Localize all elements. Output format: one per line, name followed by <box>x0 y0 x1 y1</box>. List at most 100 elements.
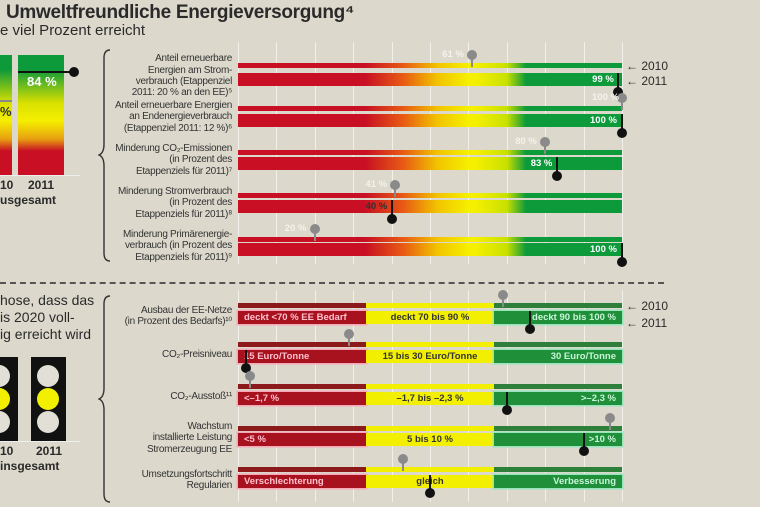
bar-2010-segment <box>238 384 366 389</box>
marker-2011 <box>240 350 251 373</box>
chart-title: Umweltfreundliche Energieversorgung⁴ <box>6 2 355 23</box>
overall-bar-2010 <box>0 55 12 175</box>
overall-2011-value: 84 % <box>27 74 57 89</box>
bar-2011 <box>238 157 622 170</box>
marker-2011 <box>617 114 627 138</box>
marker-2010 <box>497 290 508 307</box>
bar-2011-segment: >10 % <box>494 433 622 446</box>
light-green-off <box>0 411 10 433</box>
light-yellow-on <box>37 388 59 410</box>
value-2011: 83 % <box>530 158 553 169</box>
bar-2010-segment <box>366 384 494 389</box>
row-label: Minderung Primärenergie- verbrauch (in P… <box>123 229 232 263</box>
overall-year-2011: 2011 <box>28 178 55 192</box>
row-label: Anteil erneuerbare Energien am Strom- ve… <box>131 53 233 99</box>
marker-2011 <box>551 157 562 181</box>
forecast-year-2011: 2011 <box>36 444 63 458</box>
marker-2011 <box>386 200 397 224</box>
bar-2011 <box>238 73 622 86</box>
marker-2010 <box>605 413 616 430</box>
marker-2010 <box>617 93 627 110</box>
light-green-off <box>37 411 59 433</box>
bar-2010-segment <box>494 303 622 308</box>
bar-2010-segment <box>494 342 622 347</box>
row-label: CO₂-Preisniveau <box>162 349 232 361</box>
value-2010: 100 % <box>592 92 619 103</box>
value-2011: 100 % <box>590 115 617 126</box>
bar-2010-segment <box>238 303 366 308</box>
marker-2011 <box>617 243 627 267</box>
overall-bar-2011 <box>18 55 64 175</box>
marker-2011 <box>524 311 535 334</box>
legend-2011-bottom: ← 2011 <box>626 316 668 330</box>
row-label: Umsetzungsfortschritt Regularien <box>141 468 233 491</box>
value-2010: 61 % <box>442 49 464 60</box>
bar-2010-segment <box>366 303 494 308</box>
bar-2011-segment: <5 % <box>238 433 366 446</box>
traffic-light-2010 <box>0 357 18 441</box>
marker-2010 <box>309 224 320 241</box>
bar-2011-segment: deckt 70 bis 90 % <box>366 311 494 324</box>
row-label: Anteil erneuerbare Energien an Endenergi… <box>115 100 232 134</box>
light-yellow-on <box>0 388 10 410</box>
bar-2010 <box>238 193 622 198</box>
bar-2010-segment <box>238 426 366 431</box>
value-2010: 20 % <box>284 223 307 234</box>
bar-2011-segment: deckt <70 % EE Bedarf <box>238 311 366 324</box>
bar-2011-segment: 5 bis 10 % <box>366 433 494 446</box>
marker-2011 <box>578 433 589 456</box>
overall-2010-value: % <box>0 104 12 119</box>
bar-2010-segment <box>366 467 494 472</box>
bar-2010-segment <box>366 426 494 431</box>
value-2011: 100 % <box>590 244 617 255</box>
bar-2010-segment <box>366 342 494 347</box>
marker-2011 <box>425 475 435 498</box>
overall-2010-marker <box>0 100 12 102</box>
grid-line <box>622 42 623 264</box>
marker-2010 <box>344 329 355 346</box>
bar-2011 <box>238 114 622 127</box>
light-red-off <box>0 365 10 387</box>
bar-2011 <box>238 243 622 256</box>
bar-2010-segment <box>238 342 366 347</box>
bar-2010 <box>238 150 622 155</box>
overall-2011-dot <box>69 67 79 77</box>
bar-2011-segment: Verbesserung <box>494 475 622 488</box>
legend-2010-bottom: ← 2010 <box>626 299 669 313</box>
value-2010: 41 % <box>365 179 388 190</box>
bar-2011-segment: 15 bis 30 Euro/Tonne <box>366 350 494 363</box>
bar-2011-segment: –1,7 bis –2,3 % <box>366 392 494 405</box>
value-2011: 40 % <box>365 201 388 212</box>
row-label: Wachstum installierte Leistung Stromerze… <box>147 421 232 455</box>
value-2010: 80 % <box>515 136 537 147</box>
marker-2010 <box>390 180 401 197</box>
bar-2011-segment: 15 Euro/Tonne <box>238 350 366 363</box>
overall-2011-marker <box>18 71 74 73</box>
overall-caption: usgesamt <box>0 193 57 207</box>
bar-2011-segment: Verschlechterung <box>238 475 366 488</box>
chart-subtitle: e viel Prozent erreicht <box>0 22 146 39</box>
section-divider <box>0 282 664 284</box>
value-2011: 99 % <box>592 74 614 85</box>
bar-2011-segment: deckt 90 bis 100 % <box>494 311 622 324</box>
bar-2011-segment: <–1,7 % <box>238 392 366 405</box>
row-label: Ausbau der EE-Netze (in Prozent des Beda… <box>124 304 233 327</box>
marker-2010 <box>244 371 255 388</box>
row-label: Minderung CO₂-Emissionen (in Prozent des… <box>115 143 232 177</box>
traffic-light-2011 <box>31 357 66 441</box>
marker-2010 <box>540 137 551 154</box>
bar-2010 <box>238 106 622 111</box>
overall-year-2010: 10 <box>0 178 14 192</box>
bar-2010-segment <box>238 467 366 472</box>
bar-2010 <box>238 237 622 242</box>
bar-2011-segment: 30 Euro/Tonne <box>494 350 622 363</box>
row-label: Minderung Stromverbrauch (in Prozent des… <box>118 186 232 220</box>
marker-2011 <box>613 73 624 97</box>
marker-2011 <box>501 392 512 415</box>
row-label: CO₂-Ausstoß¹¹ <box>170 391 232 403</box>
bar-2010-segment <box>494 384 622 389</box>
marker-2010 <box>398 454 409 471</box>
bar-2011-segment: >–2,3 % <box>494 392 622 405</box>
brace-top <box>98 49 111 262</box>
forecast-text: hose, dass das is 2020 voll- ig erreicht… <box>0 292 95 342</box>
